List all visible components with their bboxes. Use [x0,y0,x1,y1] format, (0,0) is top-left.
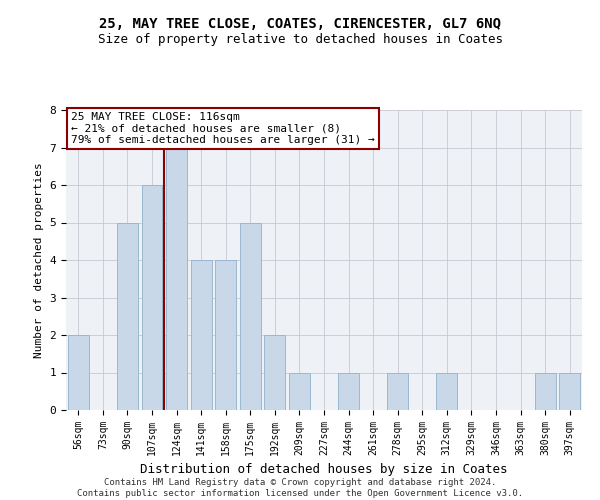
Bar [265,335,286,410]
Bar [240,222,261,410]
Bar [338,372,359,410]
Bar [191,260,212,410]
Text: 25, MAY TREE CLOSE, COATES, CIRENCESTER, GL7 6NQ: 25, MAY TREE CLOSE, COATES, CIRENCESTER,… [99,18,501,32]
X-axis label: Distribution of detached houses by size in Coates: Distribution of detached houses by size … [140,464,508,476]
Bar [215,260,236,410]
Bar [117,222,138,410]
Bar [559,372,580,410]
Text: Size of property relative to detached houses in Coates: Size of property relative to detached ho… [97,32,503,46]
Bar [166,148,187,410]
Text: Contains HM Land Registry data © Crown copyright and database right 2024.
Contai: Contains HM Land Registry data © Crown c… [77,478,523,498]
Bar [142,185,163,410]
Bar [387,372,408,410]
Bar [535,372,556,410]
Bar [289,372,310,410]
Y-axis label: Number of detached properties: Number of detached properties [34,162,44,358]
Text: 25 MAY TREE CLOSE: 116sqm
← 21% of detached houses are smaller (8)
79% of semi-d: 25 MAY TREE CLOSE: 116sqm ← 21% of detac… [71,112,375,144]
Bar [68,335,89,410]
Bar [436,372,457,410]
